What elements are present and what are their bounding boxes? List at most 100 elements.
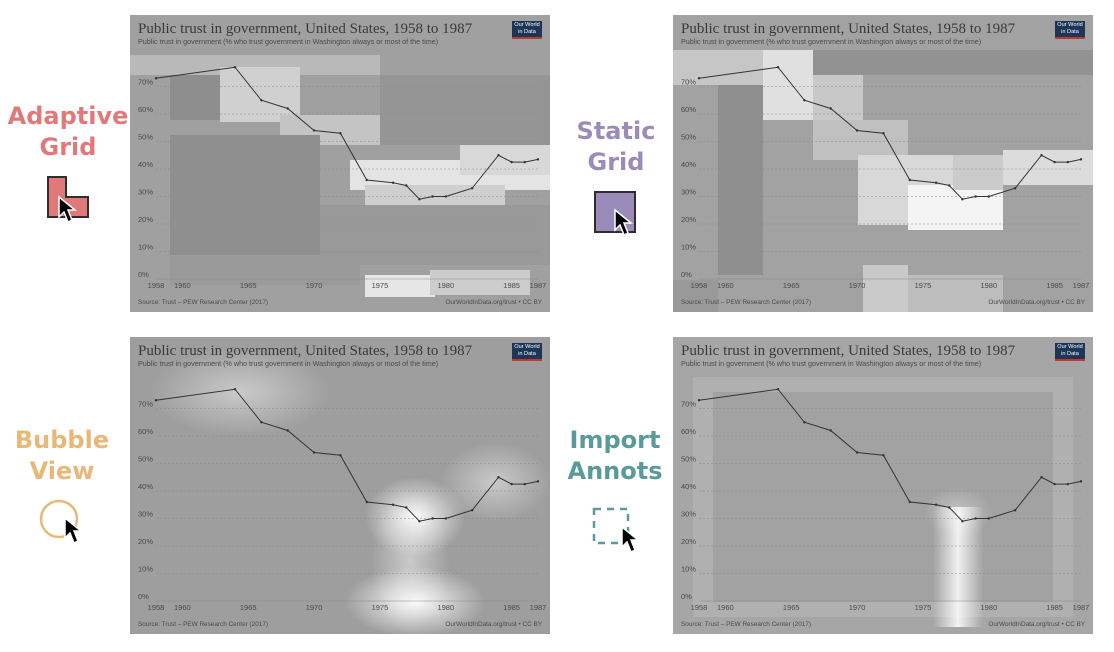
bubble-view-chart-panel: 0% 10% 20% 30% 40% 50% 60% 70% 1958 1960 1965 1970 1… (130, 337, 550, 634)
chart-subtitle: Public trust in government (% who trust … (138, 37, 439, 46)
data-point (987, 517, 990, 520)
adaptive-grid-label-line1: Adaptive (7, 102, 129, 130)
x-tick-label: 1960 (174, 281, 191, 290)
adaptive-grid-chart-panel: 0% 10% 20% 30% 40% 50% 60% 70% 1958 1960 1965 1970 1… (130, 15, 550, 312)
y-tick-label: 70% (681, 400, 696, 409)
import-annots-label-line2: Annots (567, 457, 663, 485)
data-point (510, 482, 513, 486)
data-point (934, 503, 938, 506)
logo-line1: Our World (1057, 22, 1083, 28)
owid-logo: Our World in Data (512, 21, 542, 39)
data-point (1040, 476, 1043, 479)
y-tick-label: 10% (681, 565, 696, 574)
bubble-view-plot: 0% 10% 20% 30% 40% 50% 60% 70% 1958 1960 1965 1970 1… (138, 388, 546, 612)
y-tick-label: 50% (681, 455, 696, 464)
data-point (339, 132, 342, 135)
chart-license: OurWorldInData.org/trust • CC BY (988, 299, 1085, 306)
owid-logo: Our World in Data (512, 343, 542, 361)
y-tick-label: 30% (138, 188, 153, 197)
chart-subtitle: Public trust in government (% who trust … (681, 359, 982, 368)
y-tick-label: 40% (681, 160, 696, 169)
y-tick-label: 50% (138, 133, 153, 142)
y-tick-label: 40% (138, 482, 153, 491)
y-tick-label: 30% (138, 510, 153, 519)
l-shape-grid-cursor-icon (47, 176, 89, 224)
data-point (405, 506, 408, 509)
import-annots-label: Import Annots (545, 425, 685, 487)
x-tick-label: 1965 (240, 281, 257, 290)
owid-logo: Our World in Data (1055, 21, 1085, 39)
chart-source: Source: Trust – PEW Research Center (201… (138, 621, 268, 628)
x-tick-label: 1975 (372, 603, 389, 612)
y-tick-label: 40% (138, 160, 153, 169)
data-point (961, 198, 964, 201)
x-tick-label: 1958 (148, 603, 165, 612)
data-point (536, 480, 540, 483)
x-tick-label: 1980 (980, 281, 997, 290)
series-line (698, 66, 1082, 200)
x-tick-label: 1987 (1073, 281, 1090, 290)
data-point (697, 77, 701, 80)
data-point (405, 184, 408, 187)
y-tick-label: 60% (681, 427, 696, 436)
x-tick-label: 1975 (915, 281, 932, 290)
y-tick-label: 60% (138, 427, 153, 436)
y-tick-label: 50% (138, 455, 153, 464)
y-tick-label: 40% (681, 482, 696, 491)
x-tick-label: 1965 (240, 603, 257, 612)
y-tick-label: 20% (681, 537, 696, 546)
data-point (431, 195, 434, 198)
data-point (418, 198, 421, 201)
dashed-box-cursor-icon (592, 507, 641, 554)
data-point (908, 500, 911, 504)
data-point (1066, 160, 1070, 164)
data-point (497, 476, 500, 479)
y-tick-label: 20% (681, 215, 696, 224)
x-tick-label: 1960 (717, 281, 734, 290)
data-point (948, 184, 951, 187)
adaptive-grid-label: Adaptive Grid (0, 101, 138, 163)
data-point (803, 421, 806, 424)
data-point (418, 520, 421, 523)
circle-bubble-cursor-icon (39, 499, 84, 545)
series-line (155, 66, 539, 200)
data-point (536, 158, 540, 161)
y-tick-label: 20% (138, 537, 153, 546)
x-tick-label: 1958 (691, 281, 708, 290)
data-point (510, 160, 513, 164)
logo-line2: in Data (518, 351, 536, 357)
series-line (698, 388, 1082, 522)
data-point (934, 181, 938, 184)
data-point (1066, 482, 1070, 486)
x-tick-label: 1960 (717, 603, 734, 612)
import-annots-chart-panel: 0% 10% 20% 30% 40% 50% 60% 70% 1958 1960 1965 1970 1… (673, 337, 1093, 634)
x-tick-label: 1970 (849, 281, 866, 290)
data-point (697, 399, 701, 402)
data-point (154, 399, 158, 402)
bubble-view-label-line1: Bubble (14, 426, 110, 454)
chart-subtitle: Public trust in government (% who trust … (681, 37, 982, 46)
data-point (974, 517, 977, 520)
y-tick-label: 0% (138, 270, 149, 279)
owid-logo: Our World in Data (1055, 343, 1085, 361)
data-point (431, 517, 434, 520)
import-annots-plot: 0% 10% 20% 30% 40% 50% 60% 70% 1958 1960 1965 1970 1… (681, 388, 1090, 612)
data-point (286, 107, 289, 110)
bubble-view-heatmap-overlay (130, 337, 550, 634)
series-line (155, 388, 539, 522)
y-tick-label: 0% (681, 592, 692, 601)
data-point (233, 388, 237, 391)
chart-title: Public trust in government, United State… (138, 21, 473, 37)
x-tick-label: 1987 (1073, 603, 1090, 612)
bubble-view-label: Bubble View (0, 425, 132, 487)
x-tick-label: 1987 (530, 281, 547, 290)
y-tick-label: 60% (681, 105, 696, 114)
logo-line1: Our World (514, 22, 540, 28)
data-point (523, 160, 527, 164)
chart-subtitle: Public trust in government (% who trust … (138, 359, 439, 368)
data-point (365, 500, 368, 504)
y-tick-label: 30% (681, 188, 696, 197)
data-point (1040, 154, 1043, 157)
data-point (391, 181, 395, 184)
data-point (1053, 160, 1056, 164)
